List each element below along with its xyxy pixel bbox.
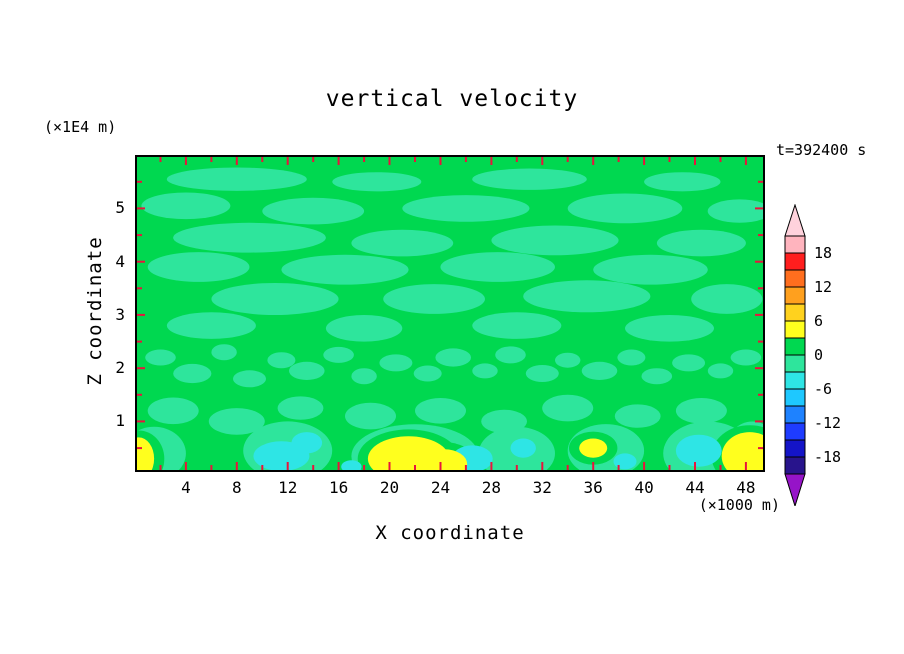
colorbar-tick-label: 12 — [814, 278, 833, 296]
y-axis-unit: (×1E4 m) — [44, 118, 117, 136]
x-tick-label: 4 — [181, 478, 191, 497]
x-tick-label: 16 — [328, 478, 349, 497]
colorbar-tick-label: 6 — [814, 312, 824, 330]
y-tick-label: 1 — [115, 411, 125, 431]
x-tick-label: 40 — [634, 478, 654, 497]
x-tick-label: 48 — [736, 478, 756, 497]
colorbar-tick-label: -18 — [814, 448, 842, 466]
y-tick-label: 5 — [115, 198, 125, 218]
x-axis-label: X coordinate — [375, 522, 525, 544]
contour-plot — [135, 155, 765, 472]
x-tick-label: 36 — [583, 478, 603, 497]
x-tick-label: 24 — [430, 478, 451, 497]
colorbar — [784, 204, 806, 506]
x-tick-label: 20 — [379, 478, 400, 497]
x-tick-label: 32 — [532, 478, 552, 497]
colorbar-tick-label: 0 — [814, 346, 824, 364]
colorbar-tick-label: 18 — [814, 244, 833, 262]
y-tick-label: 3 — [115, 304, 125, 324]
chart-title: vertical velocity — [325, 86, 579, 112]
y-axis-label: Z coordinate — [84, 236, 106, 386]
x-tick-label: 8 — [231, 478, 242, 497]
x-tick-label: 44 — [685, 478, 705, 497]
y-tick-label: 4 — [115, 251, 125, 271]
y-tick-label: 2 — [115, 358, 125, 378]
x-axis-unit: (×1000 m) — [698, 496, 780, 514]
x-tick-label: 28 — [481, 478, 501, 497]
x-tick-label: 12 — [278, 478, 298, 497]
time-label: t=392400 s — [776, 141, 867, 159]
colorbar-tick-label: -6 — [814, 380, 833, 398]
colorbar-tick-label: -12 — [814, 414, 842, 432]
